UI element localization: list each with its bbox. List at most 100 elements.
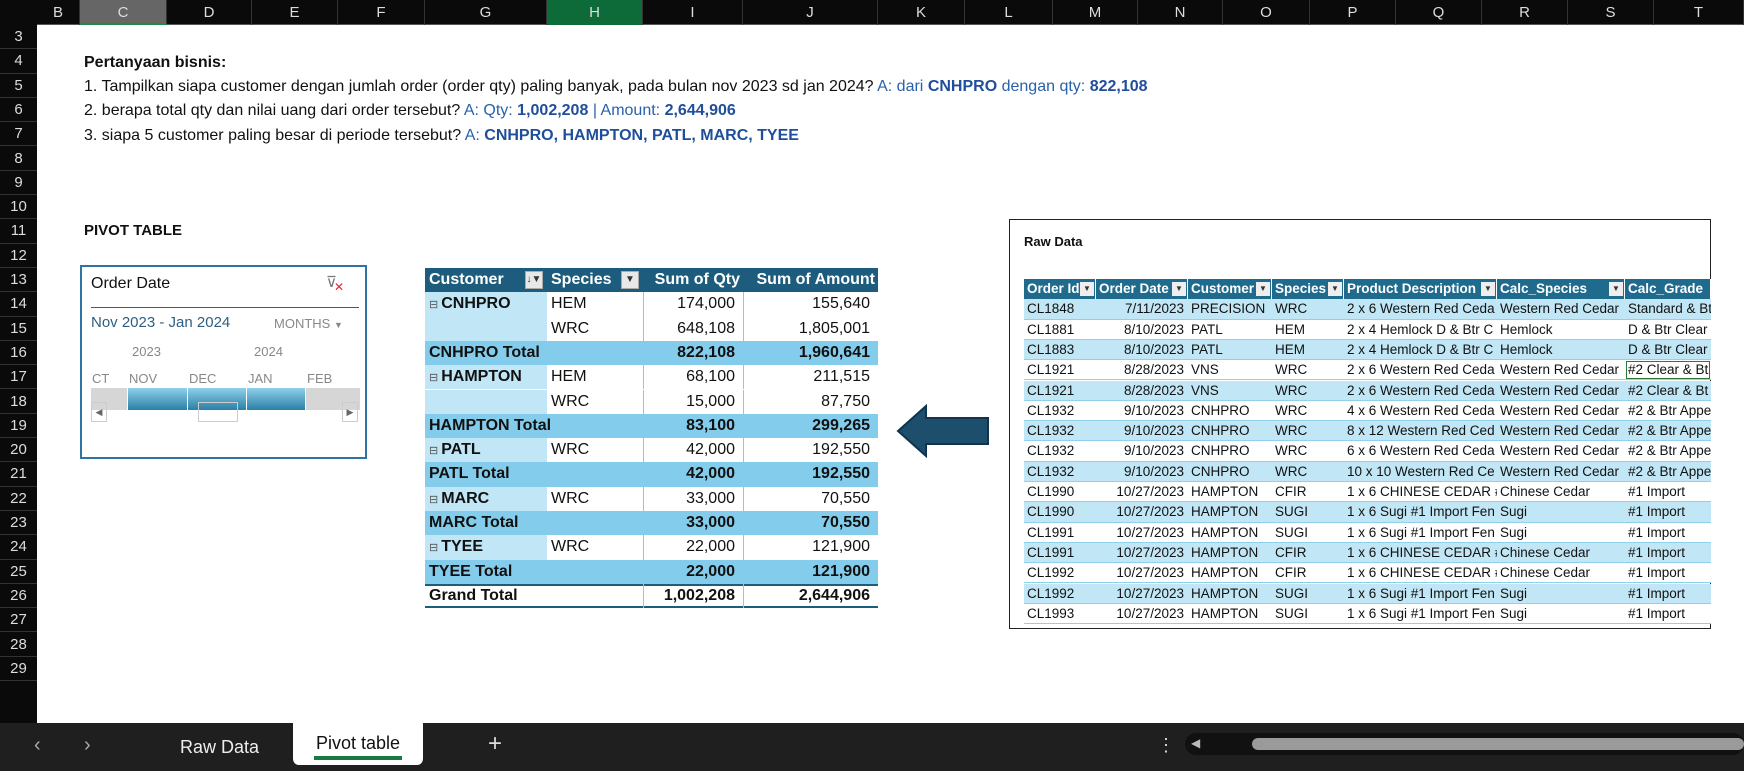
row-header-17[interactable]: 17 [0, 365, 37, 390]
row-header-12[interactable]: 12 [0, 244, 37, 268]
row-header-28[interactable]: 28 [0, 633, 37, 657]
column-header-B[interactable]: B [37, 0, 80, 25]
timeline-bar-feb[interactable] [306, 388, 361, 410]
next-sheet-icon[interactable]: › [84, 734, 91, 756]
row-header-22[interactable]: 22 [0, 487, 37, 511]
raw-cell: CL1883 [1027, 341, 1075, 357]
row-header-3[interactable]: 3 [0, 25, 37, 50]
timeline-bar-ct[interactable] [91, 388, 128, 410]
row-header-4[interactable]: 4 [0, 49, 37, 74]
scroll-left-button[interactable]: ◀ [91, 402, 107, 422]
pivot-customer[interactable]: ⊟ CNHPRO [425, 292, 547, 316]
raw-cell: 8/28/2023 [1123, 382, 1184, 398]
pivot-row[interactable] [425, 413, 878, 439]
collapse-icon[interactable]: ⊟ [429, 493, 439, 506]
collapse-icon[interactable]: ⊟ [429, 445, 439, 458]
month-label-ct: CT [92, 371, 110, 386]
column-header-D[interactable]: D [167, 0, 252, 25]
scrollbar-thumb[interactable] [1252, 738, 1744, 750]
row-header-6[interactable]: 6 [0, 98, 37, 123]
column-header-L[interactable]: L [965, 0, 1053, 25]
column-header-Q[interactable]: Q [1396, 0, 1482, 25]
row-header-9[interactable]: 9 [0, 171, 37, 196]
pivot-row[interactable] [425, 340, 878, 366]
row-header-8[interactable]: 8 [0, 147, 37, 171]
more-options-icon[interactable]: ⋮ [1157, 735, 1175, 755]
filter-dropdown-icon[interactable]: ▼ [621, 271, 639, 289]
collapse-icon[interactable]: ⊟ [429, 542, 439, 555]
time-level-dropdown[interactable]: MONTHS ▼ [274, 316, 343, 331]
pivot-customer[interactable]: ⊟ TYEE [425, 535, 547, 559]
sort-filter-icon[interactable]: ↓▼ [525, 271, 543, 289]
order-date-slicer[interactable]: Order Date ⊽ ✕ Nov 2023 - Jan 2024 MONTHS… [80, 265, 367, 459]
select-all-button[interactable] [0, 0, 37, 25]
row-header-24[interactable]: 24 [0, 535, 37, 560]
collapse-icon[interactable]: ⊟ [429, 372, 439, 385]
pivot-row[interactable] [425, 511, 878, 536]
scroll-left-icon[interactable]: ◀ [1191, 736, 1201, 750]
pivot-row[interactable] [425, 583, 878, 609]
raw-cell: #2 & Btr Appe [1628, 402, 1711, 418]
row-header-18[interactable]: 18 [0, 390, 37, 414]
clear-filter-icon[interactable]: ⊽ ✕ [326, 274, 345, 294]
collapse-icon[interactable]: ⊟ [429, 299, 439, 312]
pivot-row[interactable] [425, 559, 878, 584]
row-header-5[interactable]: 5 [0, 74, 37, 98]
raw-cell: Standard & Bt [1628, 301, 1711, 317]
answer-2: A: Qty: 1,002,208 | Amount: 2,644,906 [464, 102, 736, 119]
row-header-29[interactable]: 29 [0, 657, 37, 682]
row-header-10[interactable]: 10 [0, 195, 37, 220]
timeline-bar-dec[interactable] [188, 388, 247, 410]
pivot-row[interactable] [425, 462, 878, 487]
row-header-16[interactable]: 16 [0, 341, 37, 366]
raw-cell: 10/27/2023 [1116, 544, 1184, 560]
column-header-J[interactable]: J [743, 0, 878, 25]
row-header-14[interactable]: 14 [0, 292, 37, 317]
raw-row [1024, 461, 1711, 482]
column-header-R[interactable]: R [1482, 0, 1568, 25]
row-header-27[interactable]: 27 [0, 608, 37, 633]
row-header-7[interactable]: 7 [0, 122, 37, 147]
timeline-bar-nov[interactable] [128, 388, 188, 410]
column-header-P[interactable]: P [1310, 0, 1396, 25]
column-header-G[interactable]: G [425, 0, 547, 25]
tab-pivot-table[interactable]: Pivot table [293, 723, 423, 765]
column-header-O[interactable]: O [1223, 0, 1310, 25]
row-header-19[interactable]: 19 [0, 414, 37, 439]
answer-1-qty: 822,108 [1089, 78, 1148, 95]
pivot-qty: 15,000 [643, 389, 743, 414]
row-header-13[interactable]: 13 [0, 268, 37, 293]
column-header-N[interactable]: N [1138, 0, 1223, 25]
pivot-customer[interactable]: ⊟ PATL [425, 438, 547, 462]
column-header-M[interactable]: M [1053, 0, 1138, 25]
row-header-25[interactable]: 25 [0, 560, 37, 584]
row-header-26[interactable]: 26 [0, 584, 37, 609]
add-sheet-button[interactable]: + [488, 730, 503, 757]
column-header-K[interactable]: K [878, 0, 965, 25]
timeline-bar-jan[interactable] [247, 388, 306, 410]
column-header-C[interactable]: C [80, 0, 167, 25]
column-header-H[interactable]: H [547, 0, 643, 25]
column-header-F[interactable]: F [338, 0, 425, 25]
horizontal-scrollbar[interactable]: ◀ [1185, 733, 1744, 755]
tab-raw-data[interactable]: Raw Data [180, 737, 260, 757]
scroll-right-button[interactable]: ▶ [342, 402, 358, 422]
prev-sheet-icon[interactable]: ‹ [34, 734, 41, 756]
raw-cell: HAMPTON [1191, 544, 1259, 560]
raw-cell: PATL [1191, 341, 1223, 357]
raw-cell: WRC [1275, 443, 1308, 459]
raw-cell: #1 Import [1628, 524, 1686, 540]
row-header-11[interactable]: 11 [0, 219, 37, 244]
column-header-E[interactable]: E [252, 0, 338, 25]
row-header-21[interactable]: 21 [0, 462, 37, 487]
timeline-scroll-thumb[interactable] [198, 402, 238, 422]
row-header-20[interactable]: 20 [0, 438, 37, 463]
raw-cell: #1 Import [1628, 504, 1686, 520]
pivot-customer[interactable]: ⊟ HAMPTON [425, 365, 547, 389]
column-header-I[interactable]: I [643, 0, 743, 25]
pivot-customer[interactable]: ⊟ MARC [425, 487, 547, 511]
row-header-15[interactable]: 15 [0, 317, 37, 341]
column-header-T[interactable]: T [1654, 0, 1744, 25]
column-header-S[interactable]: S [1568, 0, 1654, 25]
row-header-23[interactable]: 23 [0, 511, 37, 536]
